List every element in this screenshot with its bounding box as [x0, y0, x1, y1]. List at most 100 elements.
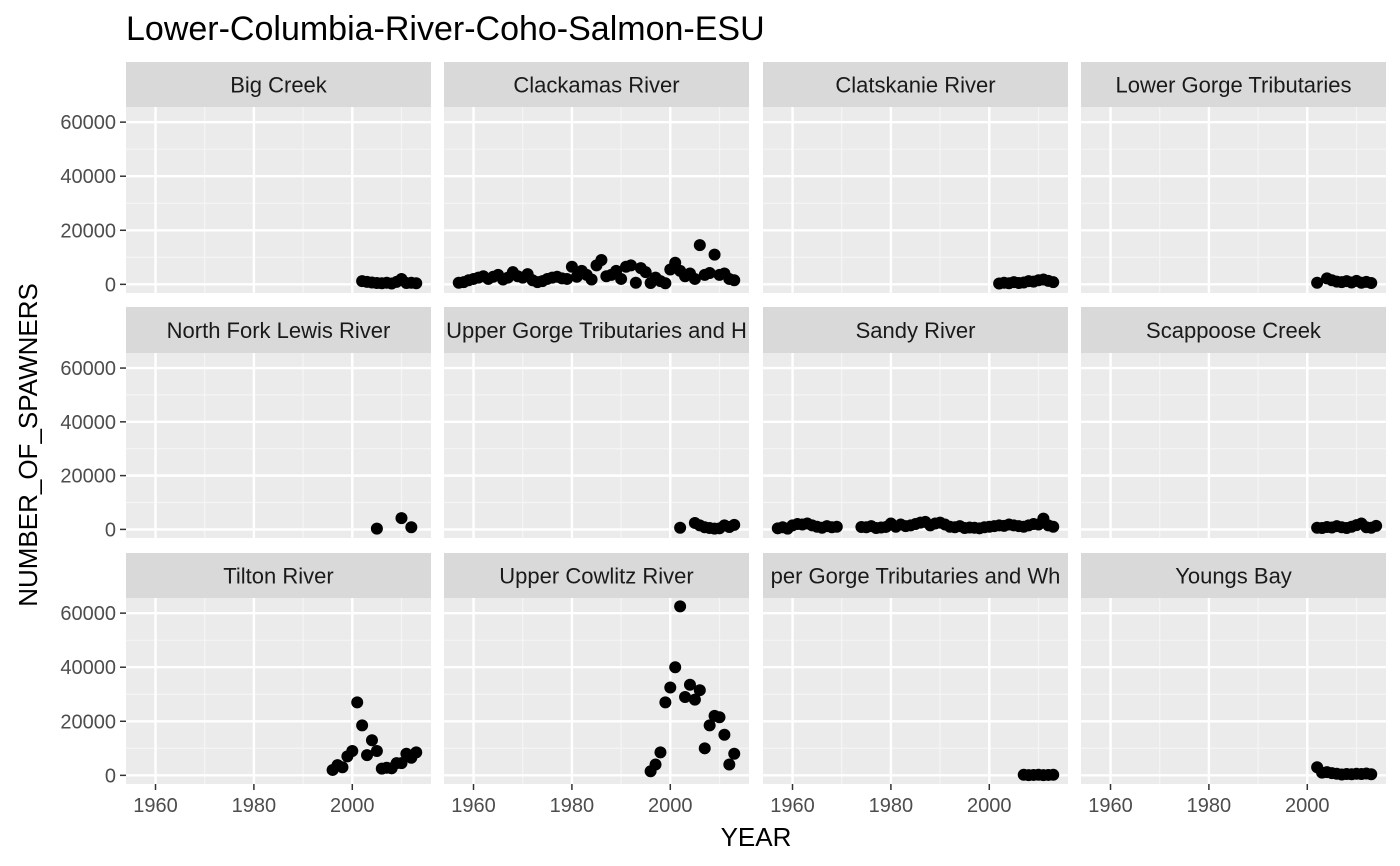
panel-upper-cowlitz-river: Upper Cowlitz River 1960 1980 2000 — [444, 553, 749, 817]
data-point — [346, 745, 359, 758]
data-point — [723, 758, 736, 771]
data-point — [674, 521, 687, 534]
y-tick-label: 60000 — [60, 603, 116, 625]
panel-tilton-river: Tilton River 0 20000 40000 60000 1960 1980 2000 — [60, 553, 431, 817]
x-tick-label: 1980 — [869, 795, 914, 817]
x-tick-label: 2000 — [1285, 795, 1330, 817]
data-points — [1311, 517, 1383, 535]
panel-per-gorge-tributaries-and-wh: per Gorge Tributaries and Wh 1960 1980 2000 — [763, 553, 1068, 817]
data-points — [1017, 768, 1060, 782]
y-tick-label: 40000 — [60, 657, 116, 679]
data-point — [718, 728, 731, 741]
chart-title: Lower-Columbia-River-Coho-Salmon-ESU — [126, 10, 765, 48]
facet-strip — [1081, 62, 1386, 107]
facet-strip — [763, 553, 1068, 598]
facet-strip-label: Upper Gorge Tributaries and H — [446, 318, 747, 343]
facet-strip-label: Upper Cowlitz River — [499, 564, 693, 589]
x-tick-label: 1960 — [451, 795, 496, 817]
x-axis-title: YEAR — [721, 822, 792, 852]
data-points — [1311, 272, 1378, 289]
data-point — [639, 266, 652, 279]
data-point — [336, 761, 349, 774]
panel-scappoose-creek: Scappoose Creek — [1081, 307, 1386, 538]
data-points — [452, 239, 741, 290]
facet-strip-label: Scappoose Creek — [1146, 318, 1322, 343]
facet-strip — [1081, 553, 1386, 598]
panel-clatskanie-river: Clatskanie River — [763, 62, 1068, 293]
facet-strip-label: Youngs Bay — [1175, 564, 1292, 589]
data-point — [659, 277, 672, 290]
data-point — [659, 696, 672, 709]
data-point — [703, 266, 716, 279]
data-points — [326, 696, 423, 776]
data-point — [669, 661, 682, 674]
facet-strip — [444, 553, 749, 598]
data-point — [693, 684, 706, 697]
data-point — [728, 747, 741, 760]
data-point — [688, 272, 701, 285]
facet-strip — [763, 307, 1068, 353]
data-point — [629, 276, 642, 289]
data-point — [585, 273, 598, 286]
x-tick-label: 1980 — [232, 795, 277, 817]
panel-upper-gorge-tributaries-and-h: Upper Gorge Tributaries and H — [444, 307, 749, 538]
data-point — [728, 274, 741, 287]
data-point — [703, 719, 716, 732]
data-points — [674, 516, 741, 535]
y-tick-label: 20000 — [60, 711, 116, 733]
data-point — [683, 678, 696, 691]
data-point — [679, 690, 692, 703]
data-point — [351, 696, 364, 709]
data-points — [771, 512, 1060, 535]
facet-strip-label: per Gorge Tributaries and Wh — [771, 564, 1061, 589]
y-tick-label: 0 — [105, 765, 116, 787]
data-point — [410, 746, 423, 759]
y-tick-label: 40000 — [60, 166, 116, 188]
x-tick-label: 2000 — [330, 795, 375, 817]
data-point — [365, 734, 378, 747]
facet-strip — [444, 307, 749, 353]
y-tick-label: 60000 — [60, 358, 116, 380]
data-points — [1311, 761, 1378, 781]
data-point — [674, 600, 687, 613]
y-tick-label: 0 — [105, 519, 116, 541]
data-point — [1047, 276, 1060, 289]
data-point — [698, 742, 711, 755]
data-points — [993, 273, 1060, 290]
facet-strip-label: Big Creek — [230, 73, 328, 98]
data-point — [615, 272, 628, 285]
x-tick-label: 1960 — [770, 795, 815, 817]
facet-strip-label: Clackamas River — [513, 73, 679, 98]
data-points — [644, 600, 741, 778]
panel-north-fork-lewis-river: North Fork Lewis River 0 20000 40000 60000 — [60, 307, 431, 541]
data-point — [1365, 276, 1378, 289]
data-points — [370, 512, 418, 535]
panel-youngs-bay: Youngs Bay 1960 1980 2000 — [1081, 553, 1386, 817]
y-tick-label: 60000 — [60, 112, 116, 134]
data-point — [565, 260, 578, 273]
facet-strip — [1081, 307, 1386, 353]
facet-strip — [763, 62, 1068, 107]
y-tick-label: 0 — [105, 274, 116, 296]
panel-background — [126, 353, 431, 538]
data-point — [830, 520, 843, 533]
facet-strip — [126, 307, 431, 353]
x-tick-label: 1960 — [1088, 795, 1133, 817]
panel-background — [126, 598, 431, 784]
panel-background — [1081, 598, 1386, 784]
data-point — [595, 254, 608, 267]
panel-background — [1081, 107, 1386, 293]
y-tick-label: 20000 — [60, 466, 116, 488]
panel-background — [126, 107, 431, 293]
data-point — [405, 521, 418, 534]
data-point — [654, 746, 667, 759]
data-point — [395, 512, 408, 525]
data-point — [1047, 520, 1060, 533]
x-tick-label: 1960 — [133, 795, 178, 817]
data-point — [649, 758, 662, 771]
y-axis-title: NUMBER_OF_SPAWNERS — [13, 283, 43, 607]
panel-clackamas-river: Clackamas River — [444, 62, 749, 293]
data-point — [1370, 519, 1383, 532]
data-points — [356, 272, 423, 290]
